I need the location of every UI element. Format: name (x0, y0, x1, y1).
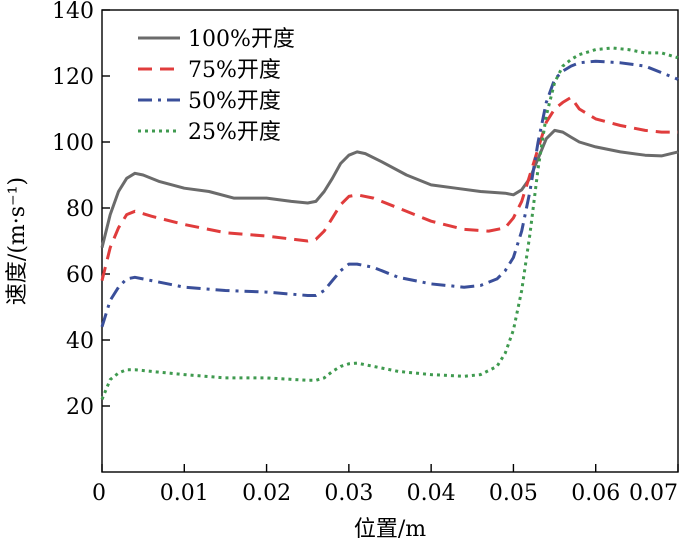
y-axis-title: 速度/(m·s⁻¹) (5, 177, 30, 305)
y-tick-label: 60 (66, 263, 94, 288)
y-tick-label: 20 (66, 395, 94, 420)
y-tick-label: 140 (52, 0, 94, 24)
x-tick-label: 0.07 (629, 481, 678, 506)
y-tick-label: 80 (66, 197, 94, 222)
series-layer (100, 46, 679, 400)
legend-label: 50%开度 (188, 89, 281, 114)
y-tick-label: 100 (52, 131, 94, 156)
y-axis-ticks: 20 40 60 80 100 120 140 (52, 0, 110, 420)
y-tick-label: 120 (52, 65, 94, 90)
x-tick-label: 0.04 (407, 481, 456, 506)
legend-label: 100%开度 (188, 27, 295, 52)
x-tick-label: 0.05 (489, 481, 538, 506)
x-tick-label: 0.02 (242, 481, 291, 506)
series-line-2 (100, 59, 679, 328)
series-line-1 (100, 95, 678, 281)
legend: 100%开度 75%开度 50%开度 25%开度 (138, 27, 295, 145)
legend-label: 75%开度 (188, 58, 281, 83)
x-tick-label: 0.01 (160, 481, 209, 506)
x-tick-label: 0.06 (571, 481, 620, 506)
x-axis-ticks: 0 0.01 0.02 0.03 0.04 0.05 0.06 0.07 (92, 464, 679, 506)
x-tick-label: 0.03 (324, 481, 373, 506)
x-axis-title: 位置/m (354, 517, 426, 542)
x-tick-label: 0 (92, 481, 106, 506)
series-line-3 (100, 46, 679, 400)
plot-frame (101, 9, 679, 473)
legend-label: 25%开度 (188, 120, 281, 145)
series-line-0 (100, 128, 679, 248)
y-tick-label: 40 (66, 329, 94, 354)
